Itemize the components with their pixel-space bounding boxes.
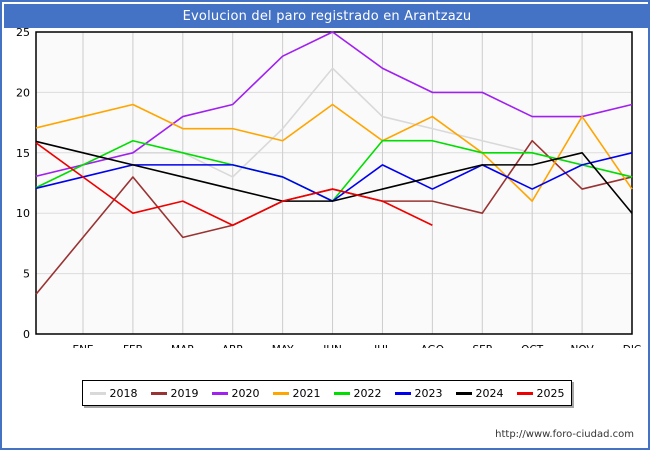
y-axis-tick-label: 0: [23, 328, 30, 341]
legend-label: 2024: [475, 386, 504, 400]
x-axis-tick-label: SEP: [472, 344, 492, 348]
x-axis-tick-label: JUN: [322, 344, 342, 348]
legend-item-2022[interactable]: 2022: [333, 386, 382, 400]
legend-label: 2023: [414, 386, 443, 400]
y-axis-tick-label: 10: [16, 207, 30, 220]
x-axis-tick-label: ABR: [222, 344, 244, 348]
legend-item-2020[interactable]: 2020: [211, 386, 260, 400]
legend-item-2018[interactable]: 2018: [89, 386, 138, 400]
legend-label: 2018: [109, 386, 138, 400]
window-title-bar: Evolucion del paro registrado en Arantza…: [4, 4, 650, 28]
page-title: Evolucion del paro registrado en Arantza…: [182, 8, 472, 24]
plot-border: [35, 31, 633, 335]
legend-label: 2025: [536, 386, 565, 400]
y-axis-tick-labels: 0 5 10 15 20 25: [16, 28, 30, 341]
legend: 2018 2019 2020 2021 2022 2023 2024 2025: [82, 380, 572, 406]
legend-swatch-icon: [211, 391, 228, 395]
y-axis-tick-label: 20: [16, 86, 30, 99]
y-axis-tick-label: 15: [16, 147, 30, 160]
data-series-group: [35, 31, 633, 295]
legend-label: 2021: [292, 386, 321, 400]
source-url: http://www.foro-ciudad.com: [495, 429, 634, 440]
x-axis-tick-label: AGO: [421, 344, 444, 348]
x-axis-tick-label: MAY: [272, 344, 294, 348]
series-line-2024: [35, 140, 633, 214]
legend-label: 2020: [231, 386, 260, 400]
x-axis-tick-label: JUL: [373, 344, 391, 348]
x-axis-tick-label: FEB: [123, 344, 143, 348]
legend-item-2025[interactable]: 2025: [516, 386, 565, 400]
x-axis-tick-label: ENE: [72, 344, 93, 348]
x-axis-tick-label: OCT: [521, 344, 544, 348]
legend-swatch-icon: [89, 391, 106, 395]
legend-swatch-icon: [455, 391, 472, 395]
line-chart: 0 5 10 15 20 25 ENE FEB MAR ABR MAY JUN JUL AGO SEP OC…: [16, 28, 641, 348]
y-axis-tick-label: 5: [23, 268, 30, 281]
x-axis-tick-label: NOV: [571, 344, 595, 348]
legend-item-2023[interactable]: 2023: [394, 386, 443, 400]
series-line-2021: [35, 103, 633, 202]
series-line-2020: [35, 31, 633, 178]
legend-swatch-icon: [516, 391, 533, 395]
legend-label: 2019: [170, 386, 199, 400]
legend-label: 2022: [353, 386, 382, 400]
legend-swatch-icon: [394, 391, 411, 395]
legend-item-2024[interactable]: 2024: [455, 386, 504, 400]
x-axis-tick-label: MAR: [171, 344, 195, 348]
y-axis-tick-label: 25: [16, 28, 30, 39]
series-line-2025: [35, 142, 433, 227]
plot-area: 0 5 10 15 20 25 ENE FEB MAR ABR MAY JUN JUL AGO SEP OC…: [2, 28, 650, 348]
legend-swatch-icon: [272, 391, 289, 395]
legend-swatch-icon: [333, 391, 350, 395]
x-axis-tick-labels: ENE FEB MAR ABR MAY JUN JUL AGO SEP OCT NOV DIC: [72, 344, 641, 348]
legend-item-2021[interactable]: 2021: [272, 386, 321, 400]
legend-swatch-icon: [150, 391, 167, 395]
legend-item-2019[interactable]: 2019: [150, 386, 199, 400]
x-axis-tick-label: DIC: [623, 344, 642, 348]
